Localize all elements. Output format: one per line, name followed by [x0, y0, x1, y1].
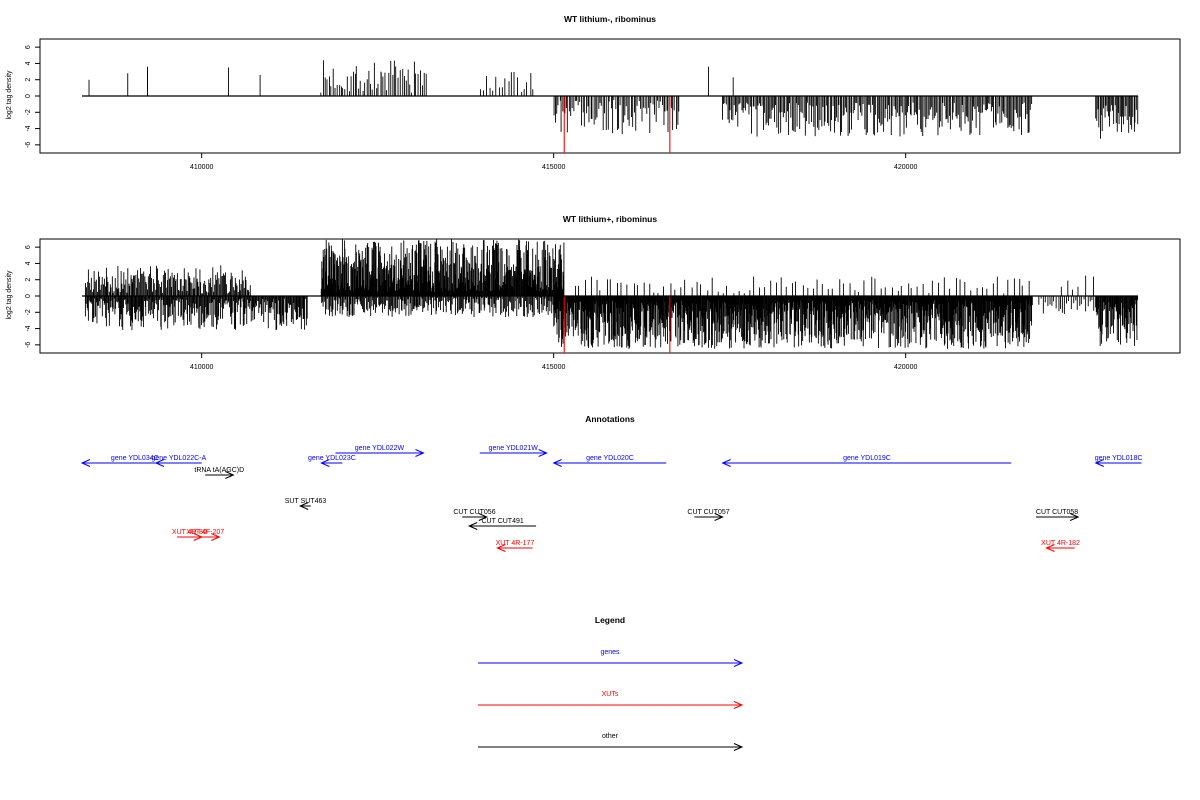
feature-label: XUT 4F-207 — [186, 529, 224, 536]
arrowhead — [721, 459, 731, 467]
feature-label: XUT 4R-80 — [172, 529, 207, 536]
feature-label: gene YDL022W — [355, 445, 405, 452]
arrowhead — [415, 449, 425, 457]
feature-label: XUT 4R-177 — [496, 540, 535, 547]
feature-label: gene YDL020C — [586, 455, 634, 462]
feature-label: gene YDL019C — [843, 455, 891, 462]
legend-entry: XUTs — [478, 691, 744, 709]
legend-label: XUTs — [602, 691, 619, 698]
annotation-feature: CUT CUT056 — [453, 509, 496, 521]
arrowhead — [154, 459, 165, 467]
feature-label: CUT CUT058 — [1036, 509, 1078, 516]
annotation-feature: XUT 4R-182 — [1041, 540, 1080, 552]
y-axis-label: log2 tag density — [6, 70, 13, 120]
arrowhead — [733, 743, 744, 751]
y-tick-label: -2 — [25, 309, 32, 315]
legend-entries: genes XUTs other — [478, 649, 744, 751]
feature-label: tRNA tA(AGC)D — [194, 467, 244, 474]
arrowhead — [80, 459, 91, 467]
feature-label: gene YDL034C — [111, 455, 159, 462]
axis-ticks: 410000 415000 420000 -6 -4 -2 0 2 4 6 — [25, 45, 917, 171]
y-tick-label: 2 — [25, 78, 32, 82]
bar-series — [82, 239, 1139, 353]
feature-label: gene YDL021W — [489, 445, 539, 452]
x-tick-label: 420000 — [894, 364, 917, 371]
feature-label: SUT SUT463 — [285, 498, 327, 505]
annotation-feature: gene YDL023C — [308, 455, 356, 467]
arrowhead — [1094, 459, 1104, 467]
feature-label: gene YDL018C — [1095, 455, 1143, 462]
x-tick-label: 410000 — [190, 164, 213, 171]
annotation-feature: tRNA tA(AGC)D — [194, 467, 244, 479]
y-tick-label: 0 — [25, 294, 32, 298]
y-tick-label: 2 — [25, 278, 32, 282]
annotation-feature: gene YDL019C — [721, 455, 1012, 467]
y-tick-label: 4 — [25, 261, 32, 265]
annotation-feature: SUT SUT463 — [285, 498, 327, 510]
arrowhead — [733, 659, 744, 667]
panel-lithium-minus: WT lithium-, ribominus log2 tag density … — [6, 14, 1181, 171]
arrowhead — [225, 471, 235, 479]
annotation-feature: gene YDL020C — [552, 455, 667, 467]
panel-title: WT lithium+, ribominus — [563, 214, 657, 224]
y-tick-label: -4 — [25, 125, 32, 131]
annotation-feature: CUT CUT491 — [467, 518, 537, 530]
x-tick-label: 420000 — [894, 164, 917, 171]
y-tick-label: -4 — [25, 325, 32, 331]
arrowhead — [714, 513, 724, 521]
annotation-feature: XUT 4F-207 — [186, 529, 224, 541]
feature-label: XUT 4R-182 — [1041, 540, 1080, 547]
annotation-feature: gene YDL022W — [335, 445, 425, 457]
arrowhead — [552, 459, 562, 467]
feature-label: CUT CUT491 — [481, 518, 523, 525]
feature-label: gene YDL022C-A — [151, 455, 206, 462]
annotation-feature: XUT 4R-177 — [496, 540, 535, 552]
annotation-feature: CUT CUT057 — [687, 509, 730, 521]
arrowhead — [496, 544, 506, 552]
legend-label: other — [602, 733, 619, 740]
y-axis-label: log2 tag density — [6, 270, 13, 320]
x-tick-label: 415000 — [542, 364, 565, 371]
annotation-feature: gene YDL022C-A — [151, 455, 206, 467]
legend-entry: genes — [478, 649, 744, 667]
annotation-feature: gene YDL021W — [479, 445, 548, 457]
axis-ticks: 410000 415000 420000 -6 -4 -2 0 2 4 6 — [25, 245, 917, 371]
arrowhead — [320, 459, 330, 467]
arrowhead — [298, 502, 309, 510]
arrowhead — [1069, 513, 1080, 521]
feature-label: gene YDL023C — [308, 455, 356, 462]
feature-label: CUT CUT056 — [453, 509, 495, 516]
annotation-feature: CUT CUT058 — [1036, 509, 1080, 521]
legend-entry: other — [478, 733, 744, 751]
y-tick-label: 4 — [25, 61, 32, 65]
x-tick-label: 415000 — [542, 164, 565, 171]
annotation-feature: gene YDL018C — [1094, 455, 1143, 467]
x-tick-label: 410000 — [190, 364, 213, 371]
arrowhead — [467, 522, 478, 530]
arrowhead — [733, 701, 744, 709]
arrowhead — [1045, 544, 1055, 552]
y-tick-label: -6 — [25, 142, 32, 148]
panel-lithium-plus: WT lithium+, ribominus log2 tag density … — [6, 214, 1181, 371]
y-tick-label: 6 — [25, 45, 32, 49]
bar-series — [82, 60, 1139, 153]
legend-label: genes — [600, 649, 620, 656]
legend-title: Legend — [595, 615, 625, 625]
y-tick-label: -2 — [25, 109, 32, 115]
y-tick-label: 0 — [25, 94, 32, 98]
arrowhead — [211, 533, 221, 541]
legend: Legend genes XUTs other — [478, 615, 744, 751]
y-tick-label: 6 — [25, 245, 32, 249]
panel-title: WT lithium-, ribominus — [564, 14, 656, 24]
arrowhead — [538, 449, 548, 457]
y-tick-label: -6 — [25, 342, 32, 348]
feature-label: CUT CUT057 — [687, 509, 729, 516]
arrowhead — [478, 513, 489, 521]
annotations-title: Annotations — [585, 414, 635, 424]
